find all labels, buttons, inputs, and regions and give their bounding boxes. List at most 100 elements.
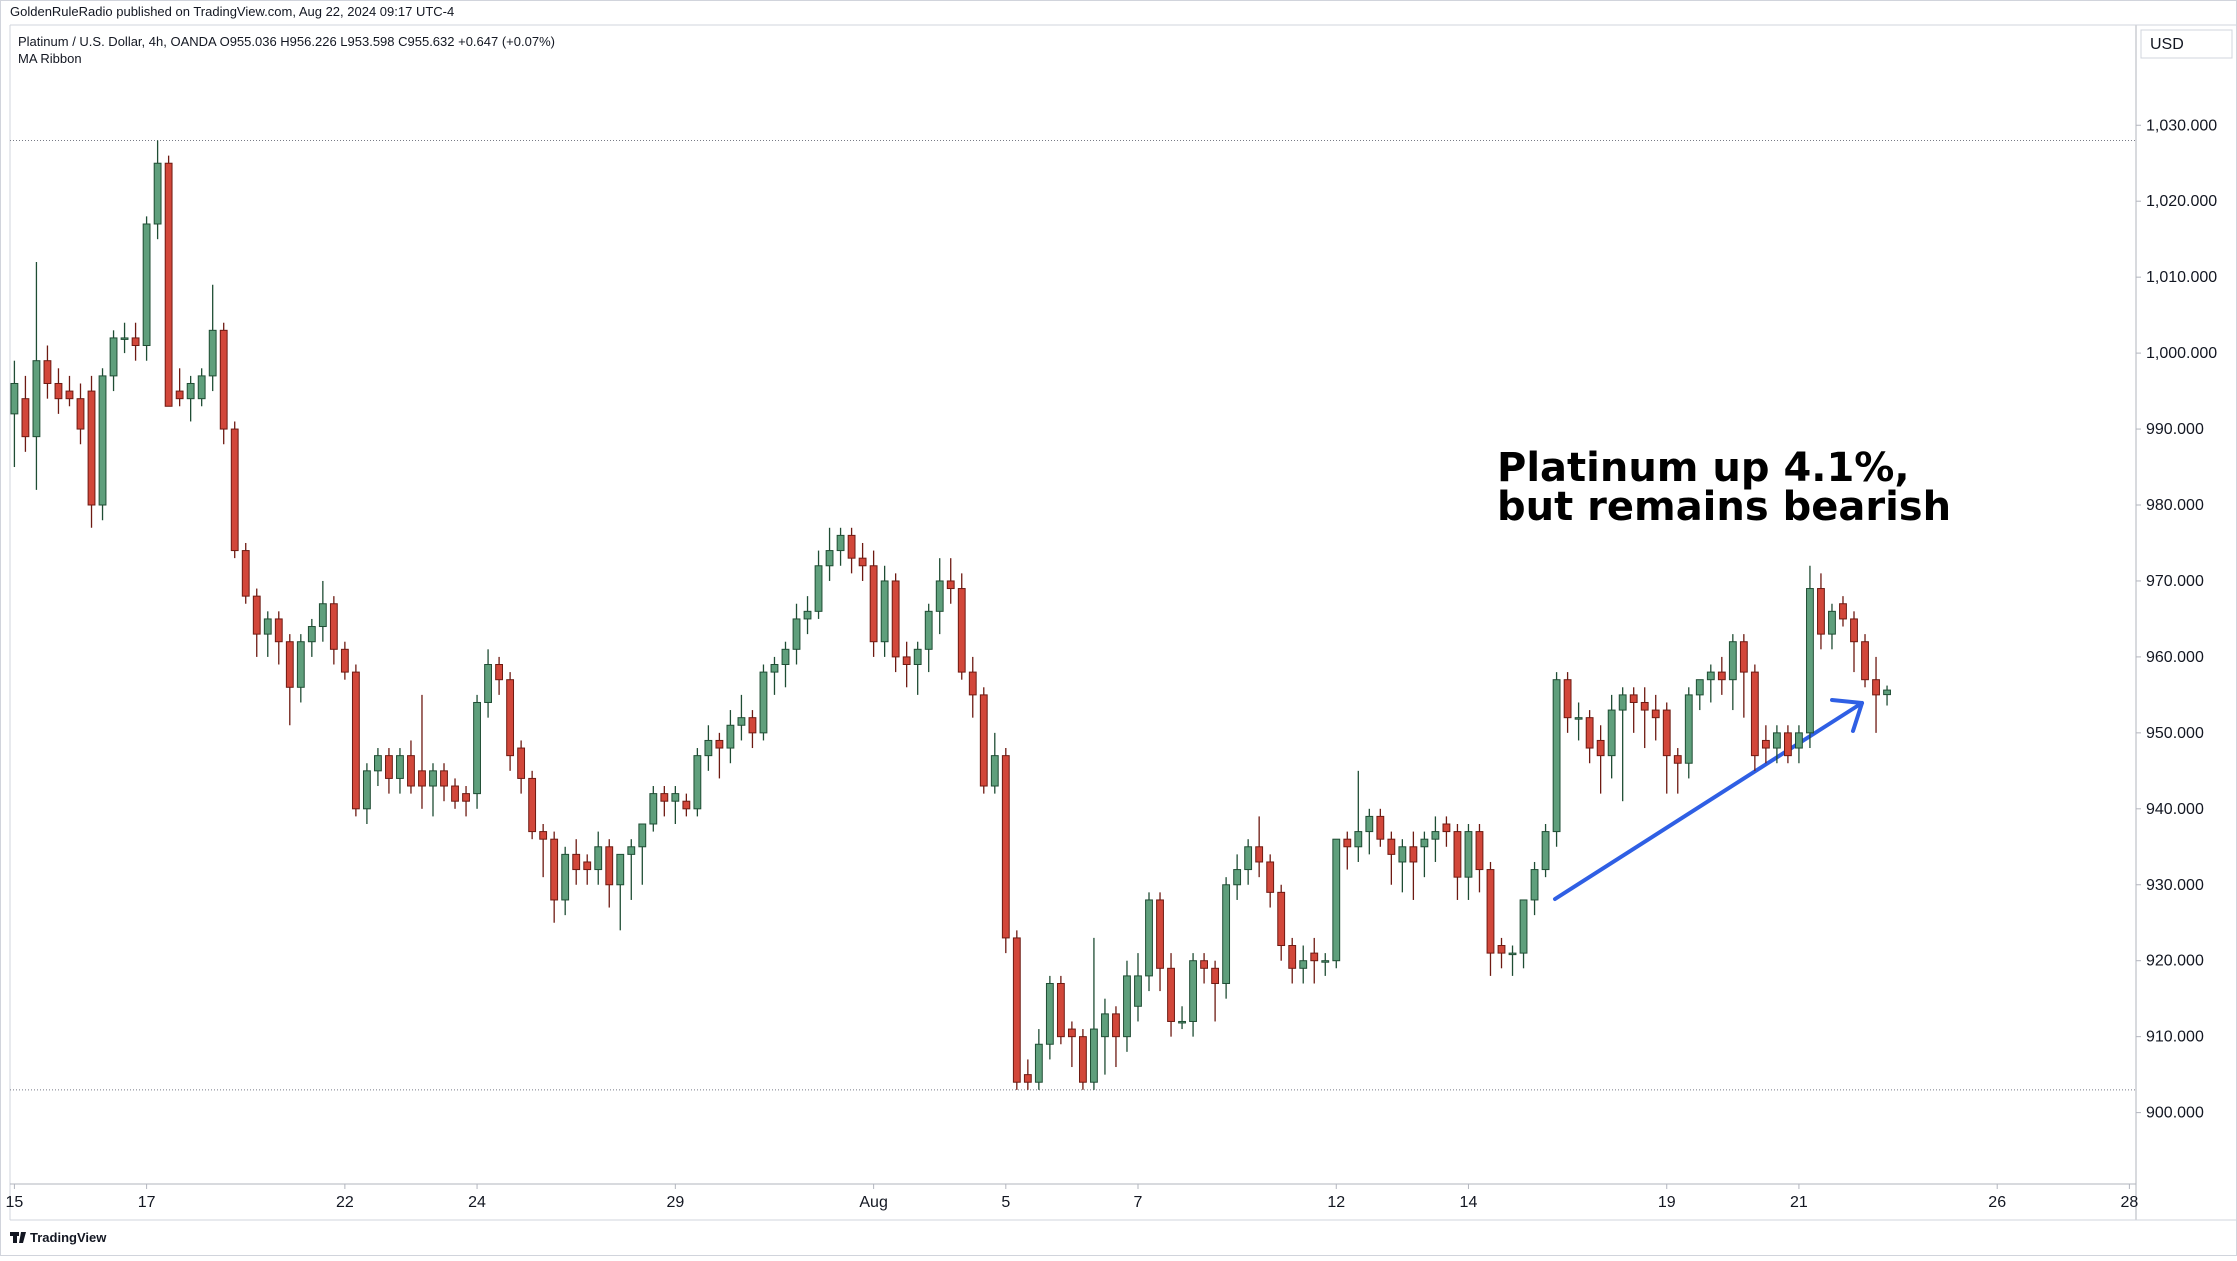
candle-body: [957, 588, 966, 673]
candle-body: [1563, 679, 1572, 719]
candle-body: [65, 390, 74, 400]
candle-body: [1761, 739, 1770, 749]
candle-body: [880, 580, 889, 643]
candle-body: [1806, 588, 1814, 734]
candle-body: [1123, 975, 1131, 1038]
candle-body: [21, 398, 30, 438]
candle-body: [1728, 641, 1737, 681]
x-tick-label: Aug: [859, 1194, 887, 1211]
x-tick-label: 26: [1988, 1194, 2006, 1211]
candle-body: [682, 800, 691, 810]
candle-body: [1067, 1028, 1076, 1038]
candle-body: [902, 656, 911, 666]
candle-body: [230, 428, 239, 552]
candle-body: [1640, 701, 1649, 711]
candle-body: [1343, 838, 1352, 848]
candle-body: [1508, 952, 1517, 956]
candle-body: [594, 846, 603, 871]
candle-body: [1739, 641, 1748, 673]
candle-body: [1255, 846, 1264, 863]
candle-body: [1321, 960, 1330, 963]
candle-body: [1090, 1028, 1098, 1083]
candle-body: [1332, 838, 1341, 962]
x-tick-label: 5: [1001, 1194, 1010, 1211]
candle-body: [274, 618, 283, 643]
candle-body: [1828, 610, 1836, 635]
candle-body: [440, 770, 448, 787]
candle-body: [385, 755, 393, 779]
candle-body: [1034, 1043, 1043, 1083]
candle-body: [1189, 960, 1197, 1022]
symbol-line: Platinum / U.S. Dollar, 4h, OANDA O955.0…: [18, 34, 555, 49]
candle-body: [1222, 884, 1231, 984]
candle-body: [473, 701, 481, 795]
candle-body: [142, 223, 151, 347]
candle-body: [660, 793, 669, 802]
y-tick-label: 900.000: [2146, 1105, 2204, 1122]
candle-body: [1354, 831, 1363, 848]
candle-body: [1783, 732, 1792, 757]
y-tick-label: 990.000: [2146, 421, 2204, 438]
currency-box[interactable]: [2140, 29, 2233, 59]
candle-body: [528, 777, 537, 833]
candle-body: [1552, 679, 1561, 833]
x-tick-label: 21: [1790, 1194, 1808, 1211]
candle-body: [517, 747, 526, 779]
candle-body: [1310, 952, 1319, 962]
candle-body: [913, 648, 922, 666]
candle-body: [1453, 831, 1462, 878]
candle-body: [1398, 846, 1407, 863]
candle-body: [715, 739, 724, 749]
candle-body: [54, 382, 63, 400]
candle-body: [340, 648, 349, 673]
candle-body: [1750, 671, 1759, 757]
candle-body: [990, 755, 999, 787]
candle-body: [351, 671, 360, 810]
candle-body: [704, 739, 713, 757]
candle-body: [1045, 982, 1054, 1045]
candle-body: [627, 846, 636, 855]
currency[interactable]: USD: [2150, 36, 2184, 53]
y-tick-label: 1,010.000: [2146, 269, 2217, 286]
candle-body: [1574, 717, 1583, 720]
candle-body: [924, 610, 933, 650]
candle-body: [781, 648, 790, 666]
candle-body: [396, 755, 404, 779]
candle-body: [1706, 671, 1715, 681]
candle-body: [186, 382, 195, 400]
y-tick-label: 940.000: [2146, 801, 2204, 818]
candle-body: [671, 793, 680, 802]
candle-body: [616, 853, 625, 886]
x-tick-label: 28: [2120, 1194, 2138, 1211]
y-tick-label: 920.000: [2146, 953, 2204, 970]
candle-body: [1596, 739, 1605, 757]
candle-body: [605, 846, 614, 886]
candle-body: [10, 382, 19, 415]
candle-body: [296, 641, 305, 688]
candle-body: [583, 861, 592, 871]
candle-body: [1651, 709, 1660, 719]
publisher: GoldenRuleRadio published on TradingView…: [10, 4, 454, 19]
candle-body: [1629, 694, 1638, 703]
candle-body: [1497, 945, 1506, 954]
candle-body: [87, 390, 96, 506]
candle-body: [1772, 732, 1781, 749]
candle-body: [462, 793, 470, 802]
candle-body: [1056, 982, 1065, 1038]
candle-body: [1101, 1013, 1109, 1038]
candle-body: [891, 580, 900, 658]
candle-body: [1178, 1020, 1186, 1024]
candle-body: [1288, 945, 1297, 969]
candle-body: [164, 162, 173, 407]
candle-body: [550, 838, 559, 901]
candle-body: [1012, 937, 1021, 1083]
candle-body: [1200, 960, 1208, 969]
candle-body: [120, 337, 129, 340]
candle-body: [1541, 831, 1550, 871]
candle-body: [329, 603, 338, 650]
candle-body: [76, 398, 85, 430]
candle-body: [374, 755, 382, 772]
candle-body: [407, 755, 415, 787]
indicator: MA Ribbon: [18, 51, 82, 66]
candle-body: [1387, 838, 1396, 855]
